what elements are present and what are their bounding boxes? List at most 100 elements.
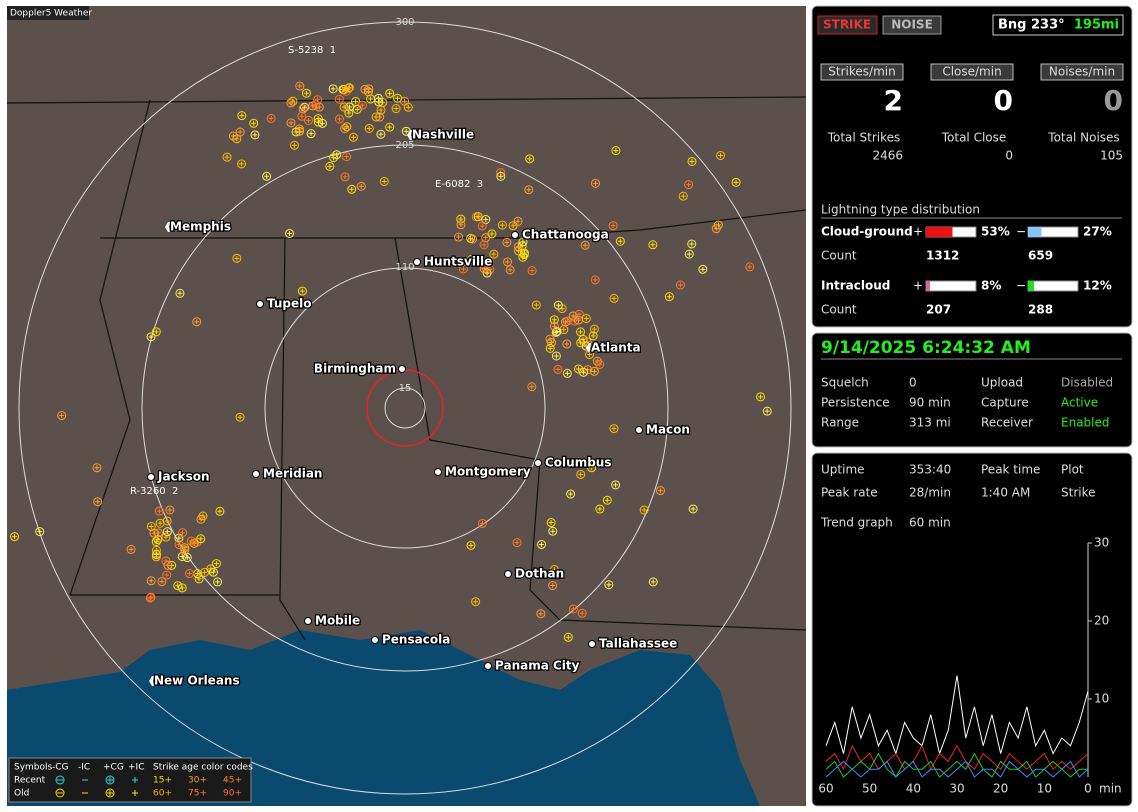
- strike: [580, 336, 586, 342]
- strike: [482, 268, 492, 278]
- strike: [347, 184, 357, 194]
- strike: [10, 532, 20, 542]
- strike: [576, 366, 582, 372]
- map: 300 205 110 15 Nashville Memphis Chattanooga Hu…: [7, 6, 806, 806]
- strike: [128, 546, 134, 552]
- noise-button[interactable]: [882, 15, 942, 35]
- strike: [597, 506, 603, 512]
- strike: [580, 240, 590, 250]
- strike: [648, 577, 658, 587]
- strike: [609, 424, 619, 434]
- strike: [342, 122, 352, 132]
- strike: [222, 152, 232, 162]
- legend-symbol: [132, 790, 138, 796]
- strike: [393, 106, 399, 112]
- strike: [650, 242, 656, 248]
- strike: [391, 104, 401, 114]
- strike: [512, 538, 522, 548]
- strike: [545, 343, 555, 353]
- strike: [376, 105, 386, 115]
- strike: [159, 579, 165, 585]
- strike: [371, 112, 381, 122]
- sign: −: [1016, 279, 1026, 293]
- strike: [285, 228, 295, 238]
- stat-label: Uptime: [821, 463, 865, 477]
- strike: [332, 150, 342, 160]
- strike: [687, 156, 697, 166]
- strike: [331, 155, 337, 161]
- strike: [147, 595, 153, 601]
- stat-label: Peak rate: [821, 486, 878, 500]
- strike: [615, 236, 625, 246]
- strike: [745, 262, 755, 272]
- strike: [617, 238, 623, 244]
- airport-icon: [140, 676, 160, 686]
- strike: [362, 86, 368, 92]
- strike: [678, 191, 688, 201]
- strike: [176, 542, 182, 548]
- legend-symbol: [132, 777, 138, 783]
- strike: [527, 382, 537, 392]
- strike: [733, 179, 739, 185]
- strike: [381, 178, 387, 184]
- strike-button[interactable]: [817, 15, 878, 35]
- strike: [595, 504, 605, 514]
- strike: [319, 120, 325, 126]
- strike: [339, 102, 349, 112]
- strike: [165, 505, 175, 515]
- strike: [466, 233, 476, 243]
- strike: [175, 583, 181, 589]
- legend-age: 15+: [153, 776, 172, 786]
- x-tick-label: 10: [1037, 782, 1052, 796]
- strike: [613, 482, 619, 488]
- strike: [148, 578, 154, 584]
- strike: [252, 132, 258, 138]
- strike: [499, 222, 505, 228]
- rate-button[interactable]: [930, 63, 1014, 81]
- strike: [764, 408, 770, 414]
- strike: [684, 249, 694, 259]
- strike: [262, 171, 272, 181]
- legend-symbol: [55, 788, 65, 798]
- strike: [315, 97, 321, 103]
- strike: [609, 293, 619, 303]
- legend-header: Symbols: [14, 763, 53, 773]
- city-label: Montgomery: [445, 465, 531, 479]
- strike: [595, 359, 605, 369]
- strike: [376, 99, 382, 105]
- range-label: 15: [399, 383, 412, 394]
- legend-header: Strike age color codes: [153, 763, 253, 773]
- city-dot: [534, 459, 542, 467]
- trend-label: Trend graph: [820, 516, 893, 530]
- strike: [155, 537, 161, 543]
- strike: [237, 414, 243, 420]
- x-tick-label: 40: [906, 782, 921, 796]
- strike: [604, 497, 610, 503]
- strike: [550, 528, 556, 534]
- strike: [641, 507, 647, 513]
- strike: [468, 542, 474, 548]
- strike: [507, 267, 513, 273]
- strike: [539, 541, 545, 547]
- rate-button-label: Noises/min: [1049, 65, 1115, 79]
- strike: [178, 528, 188, 538]
- strike: [503, 257, 513, 267]
- strike: [303, 90, 309, 96]
- rate-button[interactable]: [820, 63, 904, 81]
- strike: [456, 234, 462, 240]
- strike: [524, 185, 534, 195]
- city-dot: [588, 640, 596, 648]
- strike: [563, 632, 573, 642]
- strike: [153, 329, 159, 335]
- setting-value: Disabled: [1061, 376, 1113, 390]
- rate-button[interactable]: [1040, 63, 1124, 81]
- strike: [657, 488, 663, 494]
- city-dot: [252, 470, 260, 478]
- y-tick-label: 30: [1094, 536, 1109, 550]
- strike: [340, 124, 350, 134]
- strike: [526, 187, 532, 193]
- strike: [514, 246, 524, 256]
- strike: [454, 232, 464, 242]
- strike: [592, 356, 602, 366]
- strike: [689, 158, 695, 164]
